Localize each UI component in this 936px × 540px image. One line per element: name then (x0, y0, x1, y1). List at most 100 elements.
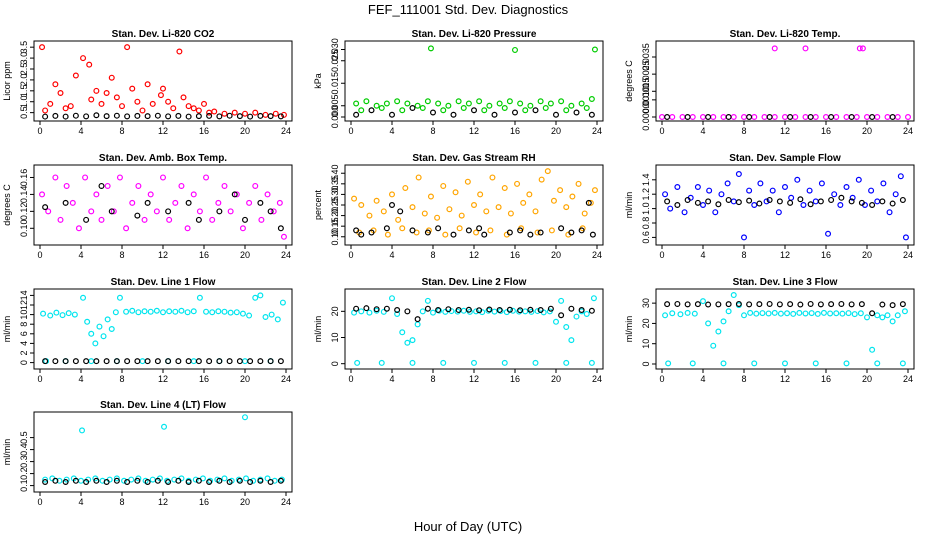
panel-8-series-1-point (516, 308, 523, 315)
panel-5-series-1-point (458, 212, 465, 219)
panel-7-series-1-point (203, 308, 210, 315)
panel-9-series-2-point (869, 310, 876, 317)
panel-5-series-1-point (548, 227, 555, 234)
panel-5-series-2-point (409, 227, 416, 234)
panel-5-series-1-point (427, 193, 434, 200)
panel-7-series-2-point (52, 358, 59, 365)
panel-9-ytick-label: 10 (641, 339, 651, 349)
panel-6-series-1-point (740, 234, 747, 241)
panel-6-series-1-point (681, 209, 688, 216)
panel-2-xtick-label: 4 (389, 126, 394, 136)
panel-6-series-2-point (807, 201, 814, 208)
panel-10-series-2-point (103, 479, 110, 486)
panel-6-series-1-point (897, 173, 904, 180)
panel-6-series-2-point (705, 198, 712, 205)
panel-7-series-2-point (83, 358, 90, 365)
panel-9-series-1-point (730, 292, 737, 299)
panel-8-series-2-point (383, 305, 390, 312)
panel-10-series-1-point (221, 475, 228, 482)
panel-1-ytick-label: 2.0 (19, 74, 29, 87)
panel-9-series-1-point (720, 360, 727, 367)
panel-2-series-1-point (563, 107, 570, 114)
panel-7-series-1-point (108, 326, 115, 333)
panel-2-series-1-point (583, 104, 590, 111)
panel-6-series-1-point (843, 184, 850, 191)
panel-9-series-1-point (845, 310, 852, 317)
panel-1-series-1-point (124, 44, 131, 51)
panel-7-ytick-label: 8 (19, 322, 29, 327)
panel-7-xtick-label: 16 (199, 374, 209, 384)
panel-4-ylabel: degrees C (2, 184, 12, 226)
panel-5-series-1-point (550, 197, 557, 204)
panel-10-series-1-point (192, 476, 199, 483)
panel-7-series-2-point (124, 358, 131, 365)
panel-4-series-1-point (116, 174, 123, 181)
panel-9-xtick-label: 16 (821, 374, 831, 384)
panel-5-series-2-point (568, 229, 575, 236)
panel-3-series-2-point (664, 113, 671, 120)
panel-8-series-1-point (378, 359, 385, 366)
panel-3-xtick-label: 12 (780, 126, 790, 136)
panel-1-xtick-label: 24 (281, 126, 291, 136)
panel-8-series-1-point (389, 295, 396, 302)
panel-3-series-1-point (843, 113, 850, 120)
panel-4-series-1-point (215, 199, 222, 206)
panel-8-series-2-point (435, 307, 442, 314)
panel-8: Stan. Dev. Line 2 Flow ml/min 0 4 8 12 16 20 24 0… (313, 277, 604, 384)
panel-1-series-1-point (113, 94, 120, 101)
panel-7-xtick-label: 20 (240, 374, 250, 384)
panel-6-series-2-point (797, 196, 804, 203)
panel-9-series-2-point (838, 300, 845, 307)
panel-10-ytick-label: 0.4 (19, 443, 29, 456)
panel-1-ylabel: Licor ppm (2, 61, 12, 101)
panel-4-series-1-point (141, 216, 148, 223)
panel-6-series-1-point (699, 202, 706, 209)
panel-8-series-1-point (409, 359, 416, 366)
panel-6-ylabel: ml/min (624, 192, 634, 219)
panel-9-series-1-point (884, 312, 891, 319)
panel-8-series-1-point (419, 308, 426, 315)
panel-1-series-1-point (98, 100, 105, 107)
panel-6-series-2-point (828, 196, 835, 203)
panel-3-series-1-point (761, 113, 768, 120)
panel-8-series-2-point (547, 305, 554, 312)
panel-5: Stan. Dev. Gas Stream RH percent 0 4 8 12 16 20… (313, 153, 604, 260)
panel-10-xtick-label: 4 (78, 497, 83, 507)
panel-6-series-2-point (725, 196, 732, 203)
panel-5-ytick-label: 0.40 (330, 164, 340, 182)
panel-7-series-1-point (65, 310, 72, 317)
panel-2-series-2-point (588, 111, 595, 118)
panel-5-series-2-point (527, 231, 534, 238)
panel-5-series-2-point (537, 229, 544, 236)
panel-2-series-1-point (527, 102, 534, 109)
panel-7-series-2-point (195, 358, 202, 365)
panel-4-series-2-point (134, 212, 141, 219)
panel-3-series-1-point (751, 113, 758, 120)
panel-9-series-2-point (787, 301, 794, 308)
panel-5-series-1-point (351, 195, 358, 202)
panel-1-series-1-point (231, 109, 238, 116)
panel-1-xtick-label: 4 (78, 126, 83, 136)
panel-4-ytick-label: 0.12 (19, 203, 29, 221)
panel-9-series-1-point (684, 309, 691, 316)
panel-8-series-2-point (527, 306, 534, 313)
panel-2-series-1-point (547, 100, 554, 107)
panel-3-series-1-point (884, 113, 891, 120)
panel-3-series-1-point (802, 113, 809, 120)
panel-9-series-1-point (740, 312, 747, 319)
panel-4-series-1-point (276, 199, 283, 206)
panel-8-xtick-label: 0 (348, 374, 353, 384)
panel-9-series-1-point (857, 310, 864, 317)
panel-9-series-1-point (710, 342, 717, 349)
panel-3-series-1-point (894, 113, 901, 120)
panel-10-series-2-point (277, 477, 284, 484)
panel-2-series-2-point (532, 107, 539, 114)
panel-2-xtick-label: 12 (469, 126, 479, 136)
panel-5-series-1-point (373, 197, 380, 204)
panel-6-frame (655, 164, 915, 246)
panel-9-series-1-point (691, 310, 698, 317)
panel-6-series-1-point (788, 194, 795, 201)
panel-9-series-1-point (833, 310, 840, 317)
panel-7-series-1-point (71, 311, 78, 318)
